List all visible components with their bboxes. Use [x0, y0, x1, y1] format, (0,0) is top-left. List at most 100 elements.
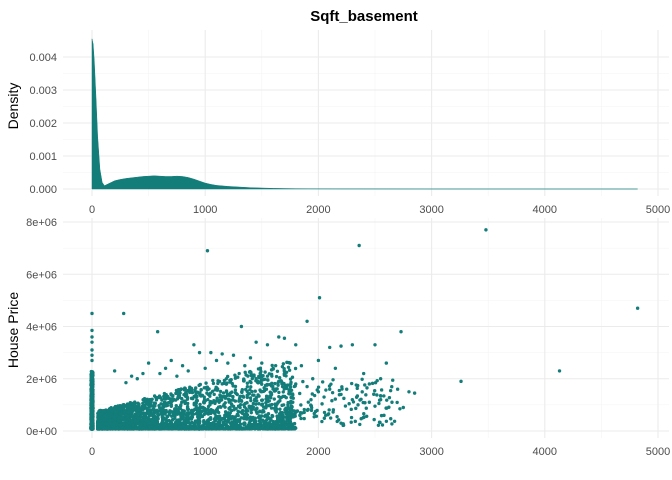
data-point: [284, 374, 288, 378]
data-point: [266, 378, 270, 382]
data-point: [162, 425, 166, 430]
data-point: [365, 386, 369, 390]
data-point: [226, 361, 230, 365]
data-point: [309, 405, 314, 410]
data-point: [257, 380, 262, 384]
data-point: [287, 388, 292, 392]
data-point: [233, 388, 238, 392]
data-point: [129, 401, 133, 405]
data-point: [384, 406, 388, 410]
data-point: [635, 306, 640, 310]
data-point: [309, 398, 313, 402]
data-point: [183, 391, 188, 395]
data-point: [171, 418, 175, 422]
data-point: [118, 406, 122, 411]
data-point: [258, 416, 262, 420]
data-point: [90, 348, 94, 352]
data-point: [109, 421, 113, 426]
data-point: [134, 409, 139, 413]
density-axis-label: Density: [5, 83, 21, 130]
data-point: [343, 404, 348, 408]
data-point: [236, 427, 241, 431]
data-point: [211, 425, 215, 430]
data-point: [246, 409, 250, 413]
data-point: [108, 406, 112, 411]
data-point: [214, 399, 218, 403]
data-point: [388, 388, 393, 393]
data-point: [459, 379, 463, 384]
data-point: [129, 374, 134, 378]
data-point: [174, 391, 178, 396]
data-point: [191, 412, 196, 416]
data-point: [247, 404, 251, 408]
data-point: [180, 396, 184, 401]
data-point: [350, 343, 355, 347]
data-point: [292, 421, 297, 426]
data-point: [273, 387, 277, 391]
data-point: [333, 397, 338, 401]
data-point: [231, 404, 236, 409]
y-tick-label: 0.003: [29, 85, 57, 97]
data-point: [242, 412, 247, 417]
data-point: [125, 410, 129, 414]
data-point: [264, 406, 268, 410]
data-point: [229, 422, 233, 426]
data-point: [97, 410, 101, 414]
data-point: [375, 378, 379, 383]
data-point: [282, 369, 286, 373]
data-point: [320, 402, 324, 406]
data-point: [253, 407, 258, 412]
data-point: [91, 406, 95, 411]
data-point: [218, 389, 223, 394]
data-point: [315, 408, 319, 413]
data-point: [265, 396, 270, 401]
data-point: [143, 423, 147, 427]
data-point: [242, 378, 246, 382]
data-point: [312, 415, 316, 419]
data-point: [142, 404, 146, 409]
data-point: [275, 369, 280, 374]
data-point: [180, 400, 184, 404]
data-point: [225, 381, 229, 385]
data-point: [228, 400, 232, 404]
data-point: [155, 412, 160, 416]
data-point: [287, 360, 291, 365]
data-point: [351, 400, 356, 404]
data-point: [170, 414, 174, 418]
data-point: [120, 426, 124, 431]
data-point: [263, 377, 267, 381]
data-point: [399, 330, 403, 334]
data-point: [364, 393, 368, 397]
data-point: [91, 389, 95, 393]
data-point: [274, 374, 279, 379]
data-point: [322, 395, 326, 399]
data-point: [239, 410, 244, 414]
data-point: [95, 421, 100, 426]
data-point: [91, 421, 95, 426]
data-point: [215, 388, 220, 392]
data-point: [132, 407, 136, 411]
data-point: [139, 422, 143, 427]
data-point: [188, 385, 192, 389]
data-point: [231, 353, 236, 357]
data-point: [362, 412, 366, 416]
data-point: [251, 401, 256, 406]
data-point: [167, 418, 171, 423]
data-point: [211, 378, 215, 383]
data-point: [241, 395, 246, 399]
data-point: [276, 401, 280, 405]
data-point: [202, 412, 206, 417]
data-point: [373, 343, 377, 347]
data-point: [265, 417, 269, 422]
data-point: [208, 391, 213, 395]
data-point: [407, 390, 411, 394]
data-point: [209, 408, 213, 412]
data-point: [89, 376, 94, 380]
data-point: [286, 365, 291, 369]
data-point: [347, 402, 351, 406]
data-point: [273, 381, 277, 386]
data-point: [270, 423, 274, 428]
data-point: [359, 417, 363, 421]
data-point: [258, 409, 262, 413]
data-point: [158, 427, 162, 431]
